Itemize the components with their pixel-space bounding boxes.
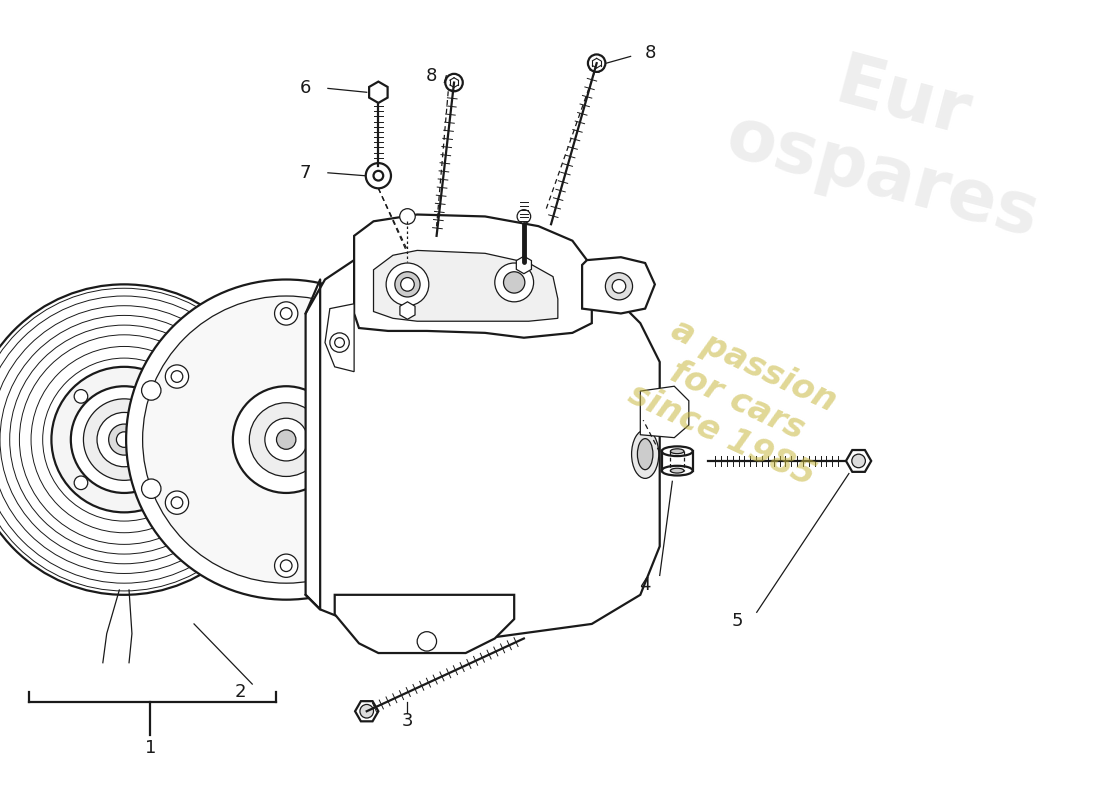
Ellipse shape xyxy=(670,468,684,473)
Circle shape xyxy=(143,296,430,583)
Circle shape xyxy=(587,54,605,72)
Ellipse shape xyxy=(662,446,693,456)
Polygon shape xyxy=(354,214,592,338)
Circle shape xyxy=(233,386,340,493)
Circle shape xyxy=(330,333,350,352)
Ellipse shape xyxy=(631,430,659,478)
Text: Eur
ospares: Eur ospares xyxy=(718,26,1067,252)
Circle shape xyxy=(70,386,177,493)
Circle shape xyxy=(517,210,530,223)
Ellipse shape xyxy=(662,466,693,475)
Circle shape xyxy=(117,432,132,447)
Circle shape xyxy=(97,413,152,466)
Circle shape xyxy=(275,554,298,578)
Circle shape xyxy=(605,273,632,300)
Text: 2: 2 xyxy=(235,683,246,701)
Polygon shape xyxy=(516,256,531,274)
Polygon shape xyxy=(640,386,689,438)
Text: 3: 3 xyxy=(402,712,414,730)
Circle shape xyxy=(142,381,161,400)
Circle shape xyxy=(276,430,296,450)
Circle shape xyxy=(374,171,383,181)
Polygon shape xyxy=(582,258,654,314)
Circle shape xyxy=(400,278,415,291)
Circle shape xyxy=(74,476,88,490)
Circle shape xyxy=(275,302,298,325)
Circle shape xyxy=(495,263,534,302)
Circle shape xyxy=(384,491,407,514)
Circle shape xyxy=(360,705,374,718)
Polygon shape xyxy=(355,701,378,722)
Circle shape xyxy=(84,399,165,480)
Circle shape xyxy=(446,74,463,91)
Ellipse shape xyxy=(670,449,684,454)
Polygon shape xyxy=(370,82,387,103)
Circle shape xyxy=(74,390,88,403)
Circle shape xyxy=(851,454,866,468)
Circle shape xyxy=(165,491,188,514)
Circle shape xyxy=(613,279,626,293)
Circle shape xyxy=(399,209,415,224)
Text: 5: 5 xyxy=(732,612,744,630)
Polygon shape xyxy=(846,450,871,472)
Circle shape xyxy=(126,279,447,600)
Circle shape xyxy=(109,424,140,455)
Circle shape xyxy=(265,418,308,461)
Text: 7: 7 xyxy=(300,164,311,182)
Circle shape xyxy=(386,263,429,306)
Circle shape xyxy=(250,402,323,477)
Polygon shape xyxy=(334,595,514,653)
Polygon shape xyxy=(324,304,354,372)
Circle shape xyxy=(504,272,525,293)
Circle shape xyxy=(161,390,174,403)
Circle shape xyxy=(417,632,437,651)
Text: 1: 1 xyxy=(145,739,156,757)
Polygon shape xyxy=(374,250,558,322)
Circle shape xyxy=(395,272,420,297)
Text: 8: 8 xyxy=(645,45,656,62)
Circle shape xyxy=(411,381,431,400)
Polygon shape xyxy=(306,250,660,638)
Ellipse shape xyxy=(637,438,653,470)
Text: 6: 6 xyxy=(300,79,311,98)
Circle shape xyxy=(411,479,431,498)
Circle shape xyxy=(384,365,407,388)
Circle shape xyxy=(165,365,188,388)
Circle shape xyxy=(0,284,279,595)
Circle shape xyxy=(366,163,390,188)
Circle shape xyxy=(52,367,197,512)
Circle shape xyxy=(142,479,161,498)
Polygon shape xyxy=(400,302,415,319)
Text: a passion
for cars
since 1985: a passion for cars since 1985 xyxy=(623,309,852,493)
Text: 8: 8 xyxy=(426,66,438,85)
Text: 4: 4 xyxy=(639,576,651,594)
Circle shape xyxy=(161,476,174,490)
